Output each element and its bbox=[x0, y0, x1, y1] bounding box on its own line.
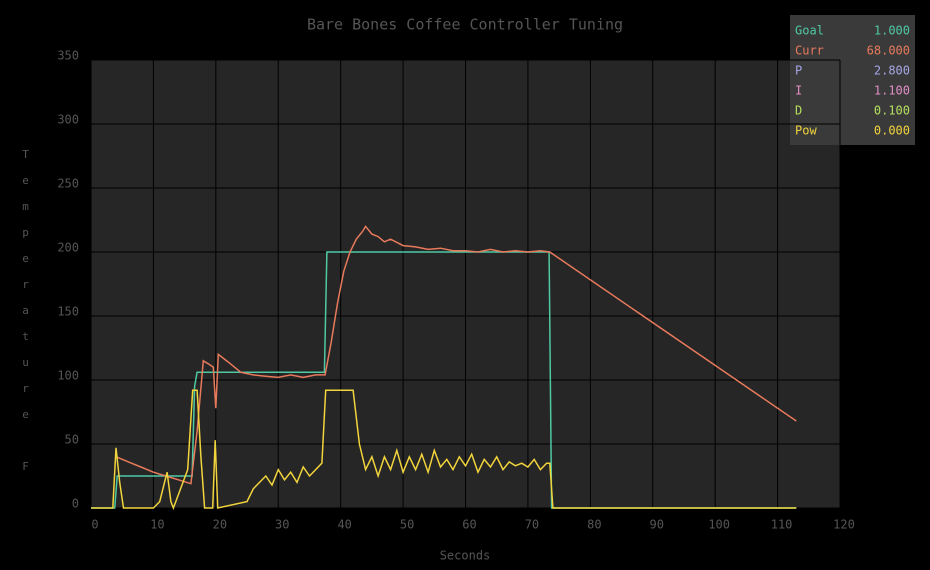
x-tick-label: 10 bbox=[150, 518, 164, 532]
series-line bbox=[91, 389, 797, 511]
y-tick-label: 350 bbox=[57, 49, 79, 63]
x-tick-label: 40 bbox=[337, 518, 351, 532]
x-tick-label: 0 bbox=[91, 518, 98, 532]
readout-name: Curr bbox=[795, 44, 824, 58]
series-line bbox=[91, 251, 797, 509]
readout-value: 0.000 bbox=[874, 124, 910, 138]
readout-name: P bbox=[795, 64, 802, 78]
readout-value: 68.000 bbox=[867, 44, 910, 58]
x-tick-label: 70 bbox=[525, 518, 539, 532]
x-tick-label: 120 bbox=[833, 518, 855, 532]
x-tick-label: 30 bbox=[275, 518, 289, 532]
readout-name: I bbox=[795, 84, 802, 98]
y-tick-label: 150 bbox=[57, 305, 79, 319]
x-tick-label: 20 bbox=[213, 518, 227, 532]
y-tick-label: 200 bbox=[57, 241, 79, 255]
readout-value: 1.100 bbox=[874, 84, 910, 98]
readout-name: Pow bbox=[795, 124, 817, 138]
y-tick-label: 300 bbox=[57, 113, 79, 127]
x-tick-label: 90 bbox=[650, 518, 664, 532]
chart-title: Bare Bones Coffee Controller Tuning bbox=[307, 16, 623, 34]
x-tick-label: 100 bbox=[708, 518, 730, 532]
y-tick-label: 100 bbox=[57, 369, 79, 383]
readout-value: 1.000 bbox=[874, 24, 910, 38]
readout-name: D bbox=[795, 104, 802, 118]
x-tick-label: 50 bbox=[400, 518, 414, 532]
series-line bbox=[115, 225, 797, 485]
readout-name: Goal bbox=[795, 24, 824, 38]
y-axis-label: Temperature F bbox=[19, 148, 32, 486]
y-tick-label: 0 bbox=[72, 497, 79, 511]
readout-value: 2.800 bbox=[874, 64, 910, 78]
y-tick-label: 250 bbox=[57, 177, 79, 191]
readout-value: 0.100 bbox=[874, 104, 910, 118]
x-tick-label: 110 bbox=[771, 518, 793, 532]
x-axis-label: Seconds bbox=[440, 549, 491, 563]
y-tick-label: 50 bbox=[65, 433, 79, 447]
readout-panel bbox=[790, 15, 915, 145]
x-tick-label: 80 bbox=[587, 518, 601, 532]
x-tick-label: 60 bbox=[462, 518, 476, 532]
